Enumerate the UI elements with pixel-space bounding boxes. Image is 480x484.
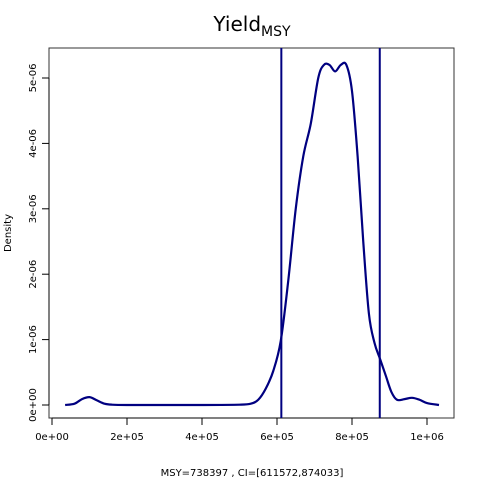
y-tick-label: 0e+00 <box>28 388 39 422</box>
y-tick-label: 5e-06 <box>28 64 39 93</box>
x-tick-label: 1e+06 <box>410 432 444 443</box>
y-tick-label: 4e-06 <box>28 129 39 158</box>
y-tick-label: 1e-06 <box>28 325 39 354</box>
x-axis: 0e+00 2e+05 4e+05 6e+05 8e+05 1e+06 <box>35 417 444 443</box>
plot-box <box>48 47 455 419</box>
y-tick-label: 2e-06 <box>28 260 39 289</box>
x-tick-label: 0e+00 <box>35 432 69 443</box>
ci-lines <box>280 48 381 418</box>
x-tick-label: 8e+05 <box>335 432 369 443</box>
density-curve <box>64 61 440 407</box>
x-tick-label: 2e+05 <box>110 432 144 443</box>
chart-title: YieldMSY <box>212 12 291 40</box>
y-axis-label: Density <box>3 214 14 252</box>
y-axis: 0e+00 1e-06 2e-06 3e-06 4e-06 5e-06 <box>28 64 50 422</box>
x-tick-label: 6e+05 <box>260 432 294 443</box>
x-axis-label: MSY=738397 , CI=[611572,874033] <box>161 468 344 479</box>
y-tick-label: 3e-06 <box>28 194 39 223</box>
x-tick-label: 4e+05 <box>185 432 219 443</box>
chart-title-main: Yield <box>212 12 261 36</box>
series-group <box>64 61 440 407</box>
chart-title-subscript: MSY <box>261 24 291 40</box>
